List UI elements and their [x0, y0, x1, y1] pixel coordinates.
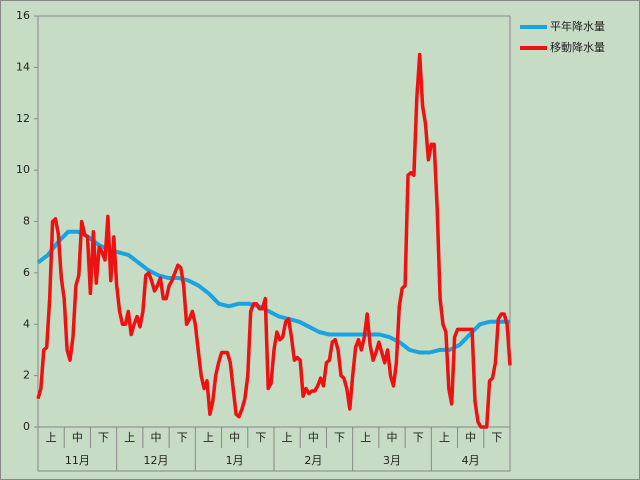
y-tick-label: 4 [23, 317, 30, 330]
y-tick-label: 6 [23, 266, 30, 279]
dekad-label: 上 [46, 431, 57, 444]
dekad-label: 下 [334, 431, 345, 444]
dekad-label: 上 [124, 431, 135, 444]
dekad-label: 中 [229, 431, 240, 444]
legend-label: 平年降水量 [550, 19, 605, 33]
month-label: 2月 [304, 454, 322, 467]
month-label: 1月 [226, 454, 244, 467]
y-tick-label: 14 [16, 60, 30, 73]
dekad-label: 中 [465, 431, 476, 444]
month-label: 3月 [383, 454, 401, 467]
series-line [36, 52, 512, 429]
dekad-label: 上 [360, 431, 371, 444]
month-label: 11月 [65, 454, 90, 467]
dekad-label: 中 [387, 431, 398, 444]
y-tick-label: 12 [16, 112, 30, 125]
dekad-label: 中 [151, 431, 162, 444]
dekad-label: 下 [255, 431, 266, 444]
y-tick-label: 2 [23, 369, 30, 382]
dekad-label: 下 [177, 431, 188, 444]
dekad-label: 下 [98, 431, 109, 444]
y-tick-label: 8 [23, 215, 30, 228]
y-tick-label: 16 [16, 9, 30, 22]
dekad-label: 下 [491, 431, 502, 444]
month-label: 12月 [144, 454, 169, 467]
dekad-label: 上 [203, 431, 214, 444]
y-tick-label: 10 [16, 163, 30, 176]
series-line [36, 229, 510, 355]
dekad-label: 上 [282, 431, 293, 444]
dekad-label: 下 [413, 431, 424, 444]
dekad-label: 上 [439, 431, 450, 444]
dekad-label: 中 [308, 431, 319, 444]
legend-label: 移動降水量 [550, 40, 605, 54]
plot-area [37, 15, 511, 472]
dekad-label: 中 [72, 431, 83, 444]
month-label: 4月 [462, 454, 480, 467]
y-tick-label: 0 [23, 420, 30, 433]
